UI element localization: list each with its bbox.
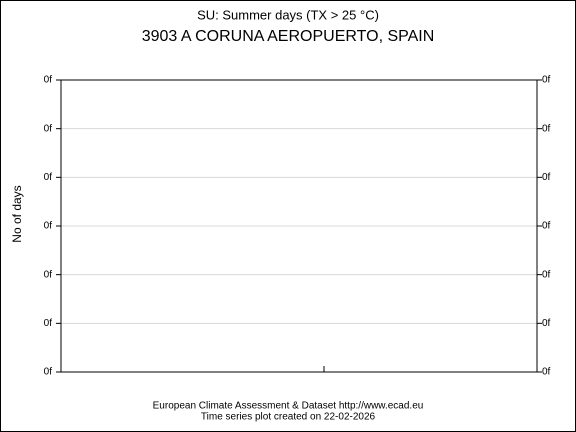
note: Time series plot created on 22-02-2026 <box>201 412 376 423</box>
plot-area <box>60 79 538 373</box>
y-tick-label: 0f <box>44 367 53 378</box>
y-tick-label: 0f <box>44 318 53 329</box>
chart-subtitle: 3903 A CORUNA AEROPUERTO, SPAIN <box>142 28 435 45</box>
y-axis-label: No of days <box>10 185 24 242</box>
y-tick-label: 0f <box>44 123 53 134</box>
y-tick-label: 0f <box>44 172 53 183</box>
y2-tick-label: 0f <box>542 172 551 183</box>
y2-tick-label: 0f <box>542 318 551 329</box>
y2-tick-label: 0f <box>542 269 551 280</box>
y2-tick-label: 0f <box>542 221 551 232</box>
source: European Climate Assessment & Dataset ht… <box>153 401 424 412</box>
y2-tick-label: 0f <box>542 123 551 134</box>
y-tick-label: 0f <box>44 221 53 232</box>
y-tick-label: 0f <box>44 75 53 86</box>
chart-title: SU: Summer days (TX > 25 °C) <box>197 7 379 22</box>
y-tick-label: 0f <box>44 269 53 280</box>
y2-tick-label: 0f <box>542 367 551 378</box>
y2-tick-label: 0f <box>542 75 551 86</box>
